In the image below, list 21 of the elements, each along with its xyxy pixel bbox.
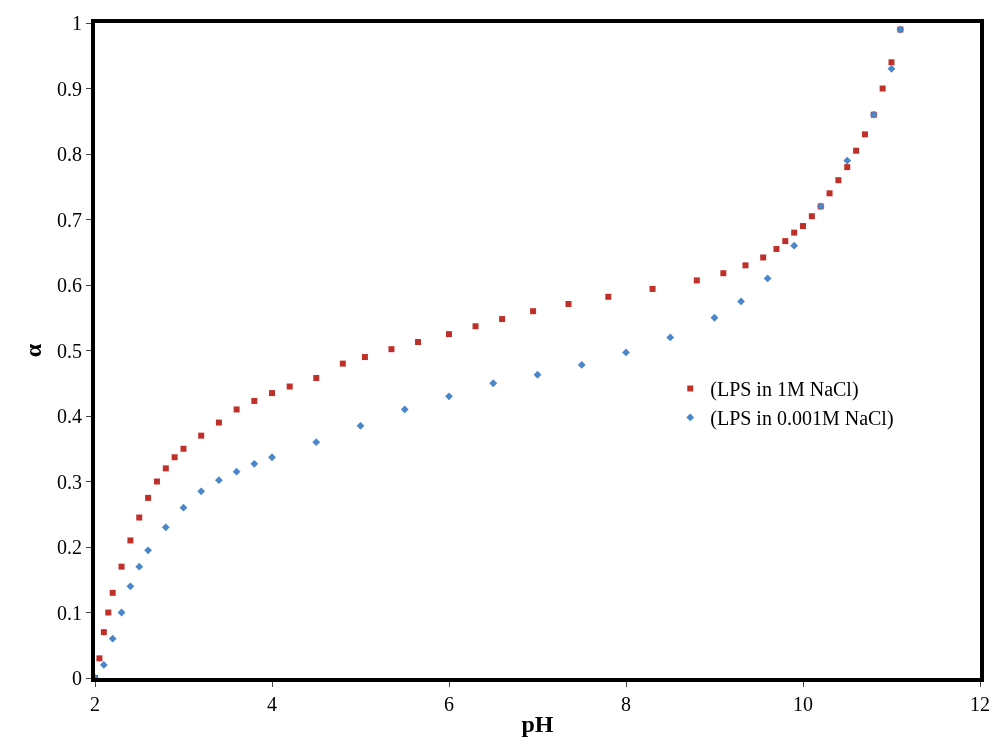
- y-tick-label: 0.2: [57, 536, 82, 558]
- x-tick-label: 6: [444, 693, 454, 715]
- y-tick-label: 0.5: [57, 339, 82, 362]
- x-tick-label: 8: [621, 693, 631, 715]
- x-tick-label: 12: [970, 693, 990, 715]
- legend-label: (LPS in 1M NaCl): [710, 378, 859, 402]
- x-tick-label: 10: [793, 693, 813, 715]
- y-tick-label: 0.6: [57, 274, 82, 296]
- y-tick-label: 0.4: [57, 405, 82, 427]
- x-tick-label: 2: [90, 693, 100, 715]
- y-tick-label: 0.9: [57, 77, 82, 100]
- x-tick-label: 4: [267, 693, 277, 715]
- y-tick-label: 0: [72, 667, 82, 689]
- legend-label: (LPS in 0.001M NaCl): [710, 407, 894, 431]
- y-tick-label: 0.8: [57, 143, 82, 165]
- y-tick-label: 1: [72, 12, 82, 34]
- y-tick-label: 0.7: [57, 208, 82, 231]
- y-tick-label: 0.3: [57, 470, 82, 493]
- x-axis-title: pH: [521, 710, 554, 737]
- y-tick-label: 0.1: [57, 601, 82, 624]
- y-axis-title: α: [19, 343, 46, 358]
